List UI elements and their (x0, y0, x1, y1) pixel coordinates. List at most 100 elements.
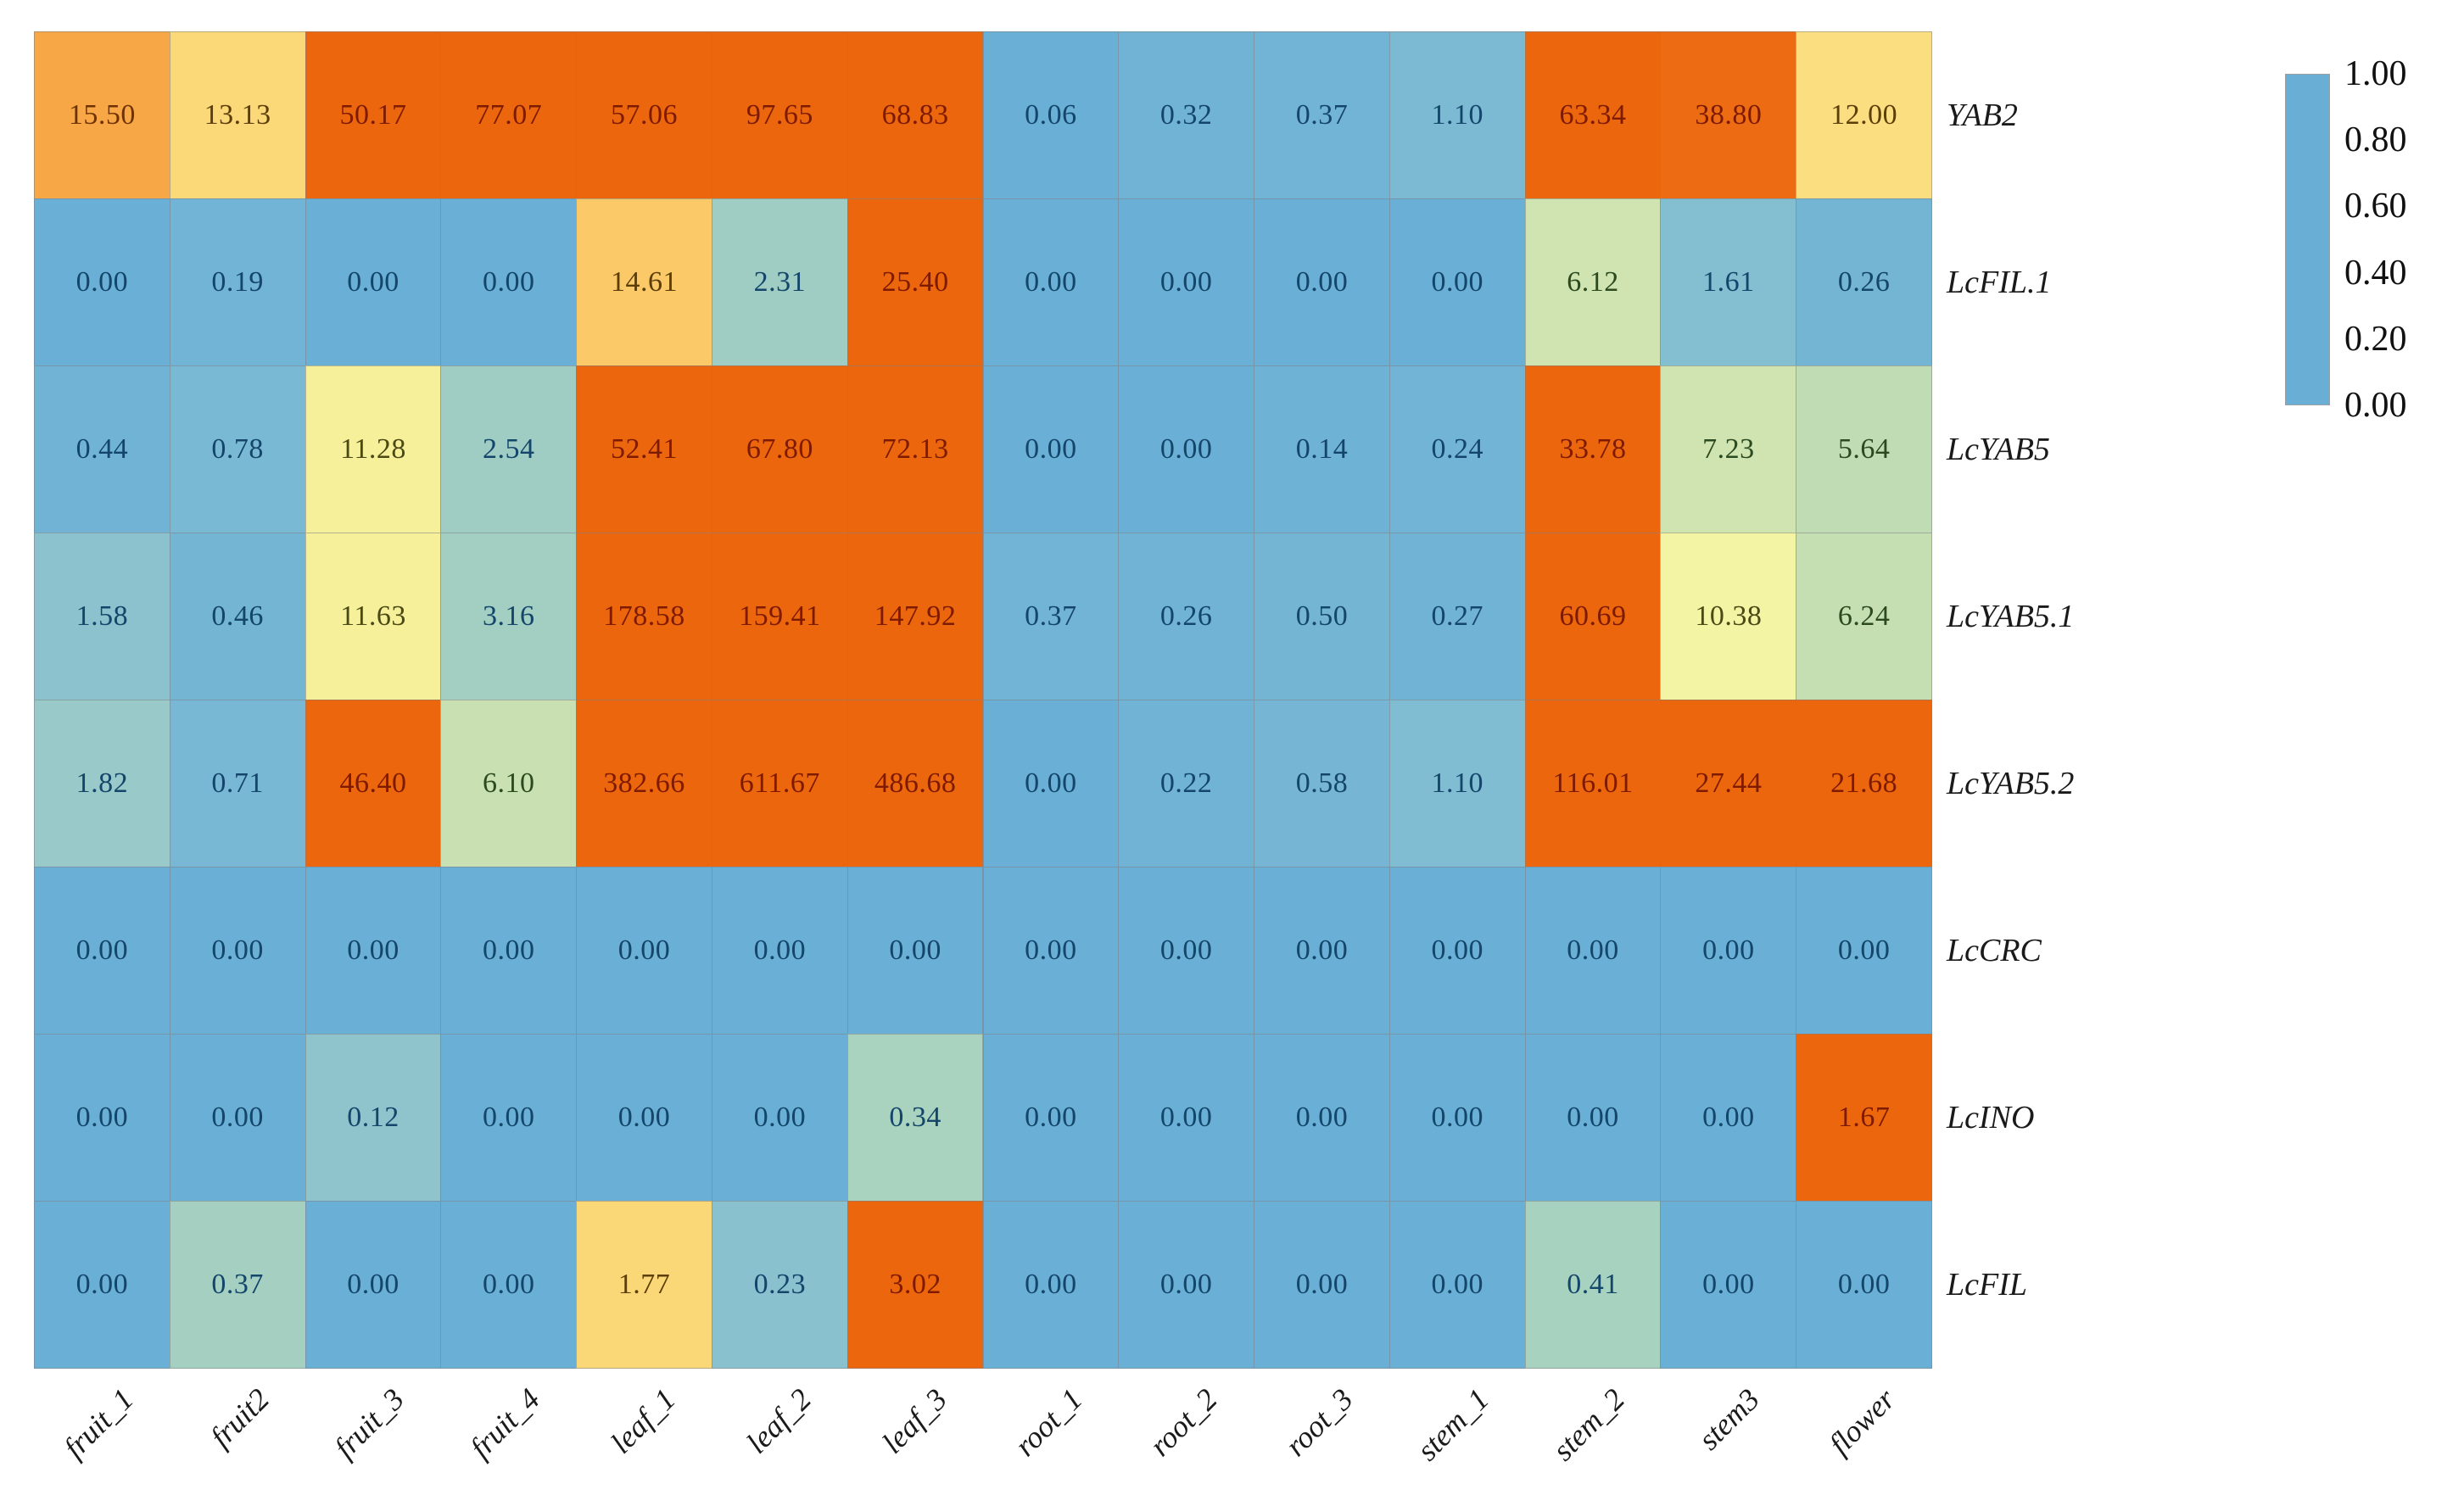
heatmap-cell: 6.10 (440, 700, 578, 867)
cell-value: 5.64 (1837, 433, 1891, 465)
cell-value: 0.00 (1567, 934, 1619, 966)
cell-value: 7.23 (1702, 433, 1755, 465)
heatmap-cell: 0.24 (1388, 365, 1526, 533)
cell-value: 12.00 (1830, 99, 1898, 131)
cell-value: 611.67 (739, 767, 820, 799)
cell-value: 67.80 (746, 433, 813, 465)
heatmap-cell: 0.00 (711, 867, 848, 1035)
cell-value: 0.19 (211, 266, 264, 298)
heatmap-cell: 6.24 (1796, 533, 1932, 700)
heatmap-cell: 0.00 (1254, 198, 1390, 366)
heatmap-cell: 0.00 (1118, 867, 1255, 1035)
heatmap-cell: 3.02 (846, 1201, 984, 1369)
cell-value: 46.40 (339, 767, 407, 799)
cell-value: 0.00 (347, 266, 399, 298)
cell-value: 14.61 (611, 266, 679, 298)
column-label: root_1 (1008, 1381, 1089, 1463)
cell-value: 6.24 (1837, 600, 1891, 632)
colorbar-tick-label: 0.80 (2344, 120, 2407, 160)
heatmap-cell: 0.06 (982, 31, 1120, 199)
column-label: leaf_1 (604, 1381, 683, 1460)
column-label: fruit_3 (327, 1381, 411, 1465)
heatmap-cell: 611.67 (711, 700, 848, 867)
heatmap-cell: 60.69 (1524, 533, 1662, 700)
cell-value: 3.02 (889, 1269, 941, 1300)
row-label: LcCRC (1947, 932, 2042, 968)
cell-value: 0.00 (1159, 266, 1213, 298)
heatmap-cell: 0.71 (169, 700, 306, 867)
heatmap-cell: 0.46 (169, 533, 306, 700)
colorbar-tick-label: 0.20 (2344, 319, 2407, 359)
cell-value: 0.00 (1295, 266, 1349, 298)
heatmap-cell: 0.00 (1118, 1201, 1255, 1369)
cell-value: 0.00 (482, 266, 535, 298)
cell-value: 0.58 (1295, 767, 1349, 799)
cell-value: 0.00 (211, 1102, 264, 1133)
heatmap-cell: 0.00 (1118, 365, 1255, 533)
cell-value: 178.58 (603, 600, 685, 632)
heatmap-cell: 0.32 (1118, 31, 1255, 199)
cell-value: 1.77 (617, 1269, 671, 1300)
heatmap-cell: 0.00 (982, 867, 1120, 1035)
heatmap-cell: 25.40 (846, 198, 984, 366)
cell-value: 21.68 (1830, 767, 1898, 799)
cell-value: 1.10 (1431, 99, 1483, 131)
column-label: fruit_4 (463, 1381, 547, 1465)
heatmap-cell: 0.00 (169, 1034, 306, 1202)
cell-value: 0.00 (1431, 934, 1483, 966)
cell-value: 0.00 (889, 934, 941, 966)
colorbar-tick-label: 0.00 (2344, 386, 2407, 426)
cell-value: 0.37 (211, 1269, 264, 1300)
cell-value: 0.00 (753, 934, 807, 966)
heatmap-cell: 0.00 (1388, 198, 1526, 366)
row-label: LcYAB5 (1947, 431, 2050, 467)
heatmap-cell: 1.58 (34, 533, 170, 700)
cell-value: 0.00 (482, 934, 535, 966)
cell-value: 1.10 (1431, 767, 1483, 799)
heatmap-cell: 1.67 (1796, 1034, 1932, 1202)
heatmap-cell: 0.00 (711, 1034, 848, 1202)
row-label: LcYAB5.1 (1947, 598, 2075, 634)
cell-value: 0.37 (1025, 600, 1077, 632)
cell-value: 0.00 (1837, 934, 1891, 966)
cell-value: 0.00 (1025, 934, 1077, 966)
heatmap-cell: 1.10 (1388, 31, 1526, 199)
cell-value: 11.28 (340, 433, 406, 465)
heatmap-cell: 1.61 (1660, 198, 1797, 366)
cell-value: 0.00 (1159, 1269, 1213, 1300)
cell-value: 63.34 (1559, 99, 1627, 131)
heatmap-cell: 1.10 (1388, 700, 1526, 867)
row-label: YAB2 (1947, 97, 2018, 133)
column-label: root_2 (1143, 1381, 1225, 1463)
cell-value: 0.00 (1025, 767, 1077, 799)
cell-value: 0.23 (753, 1269, 807, 1300)
cell-value: 0.00 (1159, 934, 1213, 966)
heatmap-cell: 0.27 (1388, 533, 1526, 700)
cell-value: 159.41 (739, 600, 821, 632)
heatmap-cell: 0.26 (1118, 533, 1255, 700)
heatmap-cell: 0.00 (982, 1034, 1120, 1202)
colorbar-tick-label: 0.60 (2344, 187, 2407, 226)
heatmap-cell: 0.00 (1388, 1201, 1526, 1369)
heatmap-cell: 72.13 (846, 365, 984, 533)
heatmap-cell: 11.28 (305, 365, 442, 533)
cell-value: 1.58 (75, 600, 129, 632)
cell-value: 50.17 (339, 99, 407, 131)
cell-value: 1.82 (75, 767, 129, 799)
heatmap-cell: 0.00 (982, 198, 1120, 366)
cell-value: 0.00 (75, 266, 129, 298)
heatmap-cell: 68.83 (846, 31, 984, 199)
cell-value: 0.06 (1025, 99, 1077, 131)
column-label: flower (1822, 1381, 1902, 1462)
cell-value: 382.66 (603, 767, 685, 799)
cell-value: 0.00 (1025, 1269, 1077, 1300)
heatmap-cell: 97.65 (711, 31, 848, 199)
cell-value: 0.24 (1431, 433, 1483, 465)
heatmap-cell: 0.00 (1388, 1034, 1526, 1202)
heatmap-cell: 0.00 (1796, 1201, 1932, 1369)
cell-value: 116.01 (1552, 767, 1634, 799)
heatmap-cell: 52.41 (576, 365, 712, 533)
heatmap-cell: 2.54 (440, 365, 578, 533)
heatmap-cell: 0.00 (982, 365, 1120, 533)
cell-value: 147.92 (874, 600, 957, 632)
